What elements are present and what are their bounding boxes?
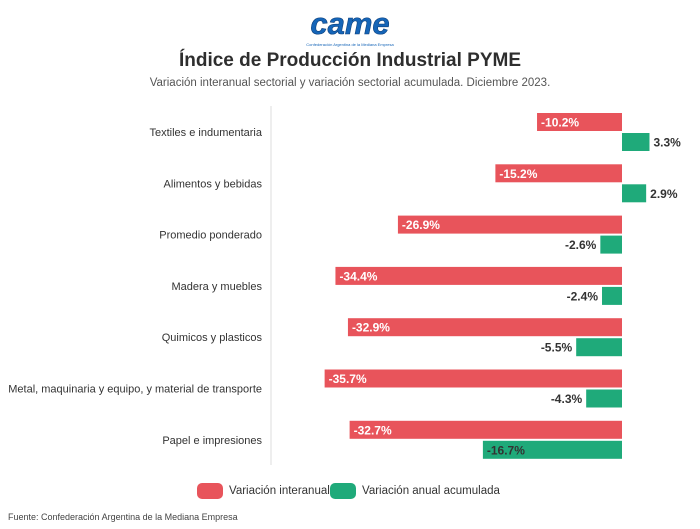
- data-label: -10.2%: [541, 116, 579, 130]
- chart-title: Índice de Producción Industrial PYME: [178, 50, 522, 71]
- category-label: Quimicos y plasticos: [162, 332, 263, 344]
- data-label: -15.2%: [499, 167, 537, 181]
- data-label: -35.7%: [329, 372, 367, 386]
- logo-subtext: Confederación Argentina de la Mediana Em…: [306, 42, 394, 47]
- bar-interanual: [347, 318, 622, 337]
- legend-item-acumulada: Variación anual acumulada: [330, 481, 500, 501]
- legend-item-interanual: Variación interanual: [197, 481, 330, 501]
- bar-interanual: [324, 369, 622, 388]
- data-label: -4.3%: [551, 392, 583, 406]
- category-label: Promedio ponderado: [159, 230, 262, 242]
- legend-label-interanual: Variación interanual: [229, 485, 330, 497]
- data-label: -2.4%: [567, 289, 599, 303]
- chart-subtitle: Variación interanual sectorial y variaci…: [149, 77, 551, 89]
- category-label: Madera y muebles: [172, 281, 263, 293]
- bar-acumulada: [622, 184, 647, 203]
- bar-acumulada: [622, 133, 650, 151]
- bar-interanual: [537, 113, 622, 131]
- logo-wordmark: came: [310, 6, 389, 41]
- bar-interanual: [495, 164, 622, 183]
- data-label: -32.7%: [354, 423, 392, 437]
- data-label: -2.6%: [565, 238, 597, 252]
- legend-swatch-acumulada: [330, 483, 356, 499]
- data-label: -5.5%: [541, 341, 573, 355]
- source-note: Fuente: Confederación Argentina de la Me…: [8, 512, 238, 522]
- bar-acumulada: [482, 440, 622, 459]
- category-label: Metal, maquinaria y equipo, y material d…: [8, 384, 262, 396]
- bar-interanual: [349, 420, 622, 439]
- data-label: 3.3%: [653, 136, 681, 150]
- data-label: -26.9%: [402, 218, 440, 232]
- bar-interanual: [335, 266, 622, 285]
- bar-acumulada: [576, 338, 622, 357]
- category-label: Alimentos y bebidas: [164, 178, 263, 190]
- data-label: -32.9%: [352, 321, 390, 335]
- legend-label-acumulada: Variación anual acumulada: [362, 485, 500, 497]
- bar-acumulada: [600, 235, 622, 254]
- legend-swatch-interanual: [197, 483, 223, 499]
- data-label: 2.9%: [650, 187, 678, 201]
- bar-interanual: [397, 215, 622, 234]
- category-label: Papel e impresiones: [162, 435, 262, 447]
- bar-acumulada: [586, 389, 622, 408]
- data-label: -16.7%: [487, 443, 525, 457]
- bar-chart: Textiles e indumentaria -10.2% 3.3% Aliment…: [8, 106, 681, 465]
- bar-acumulada: [602, 286, 622, 305]
- data-label: -34.4%: [339, 269, 377, 283]
- came-logo: came Confederación Argentina de la Media…: [306, 6, 394, 47]
- category-label: Textiles e indumentaria: [149, 127, 262, 139]
